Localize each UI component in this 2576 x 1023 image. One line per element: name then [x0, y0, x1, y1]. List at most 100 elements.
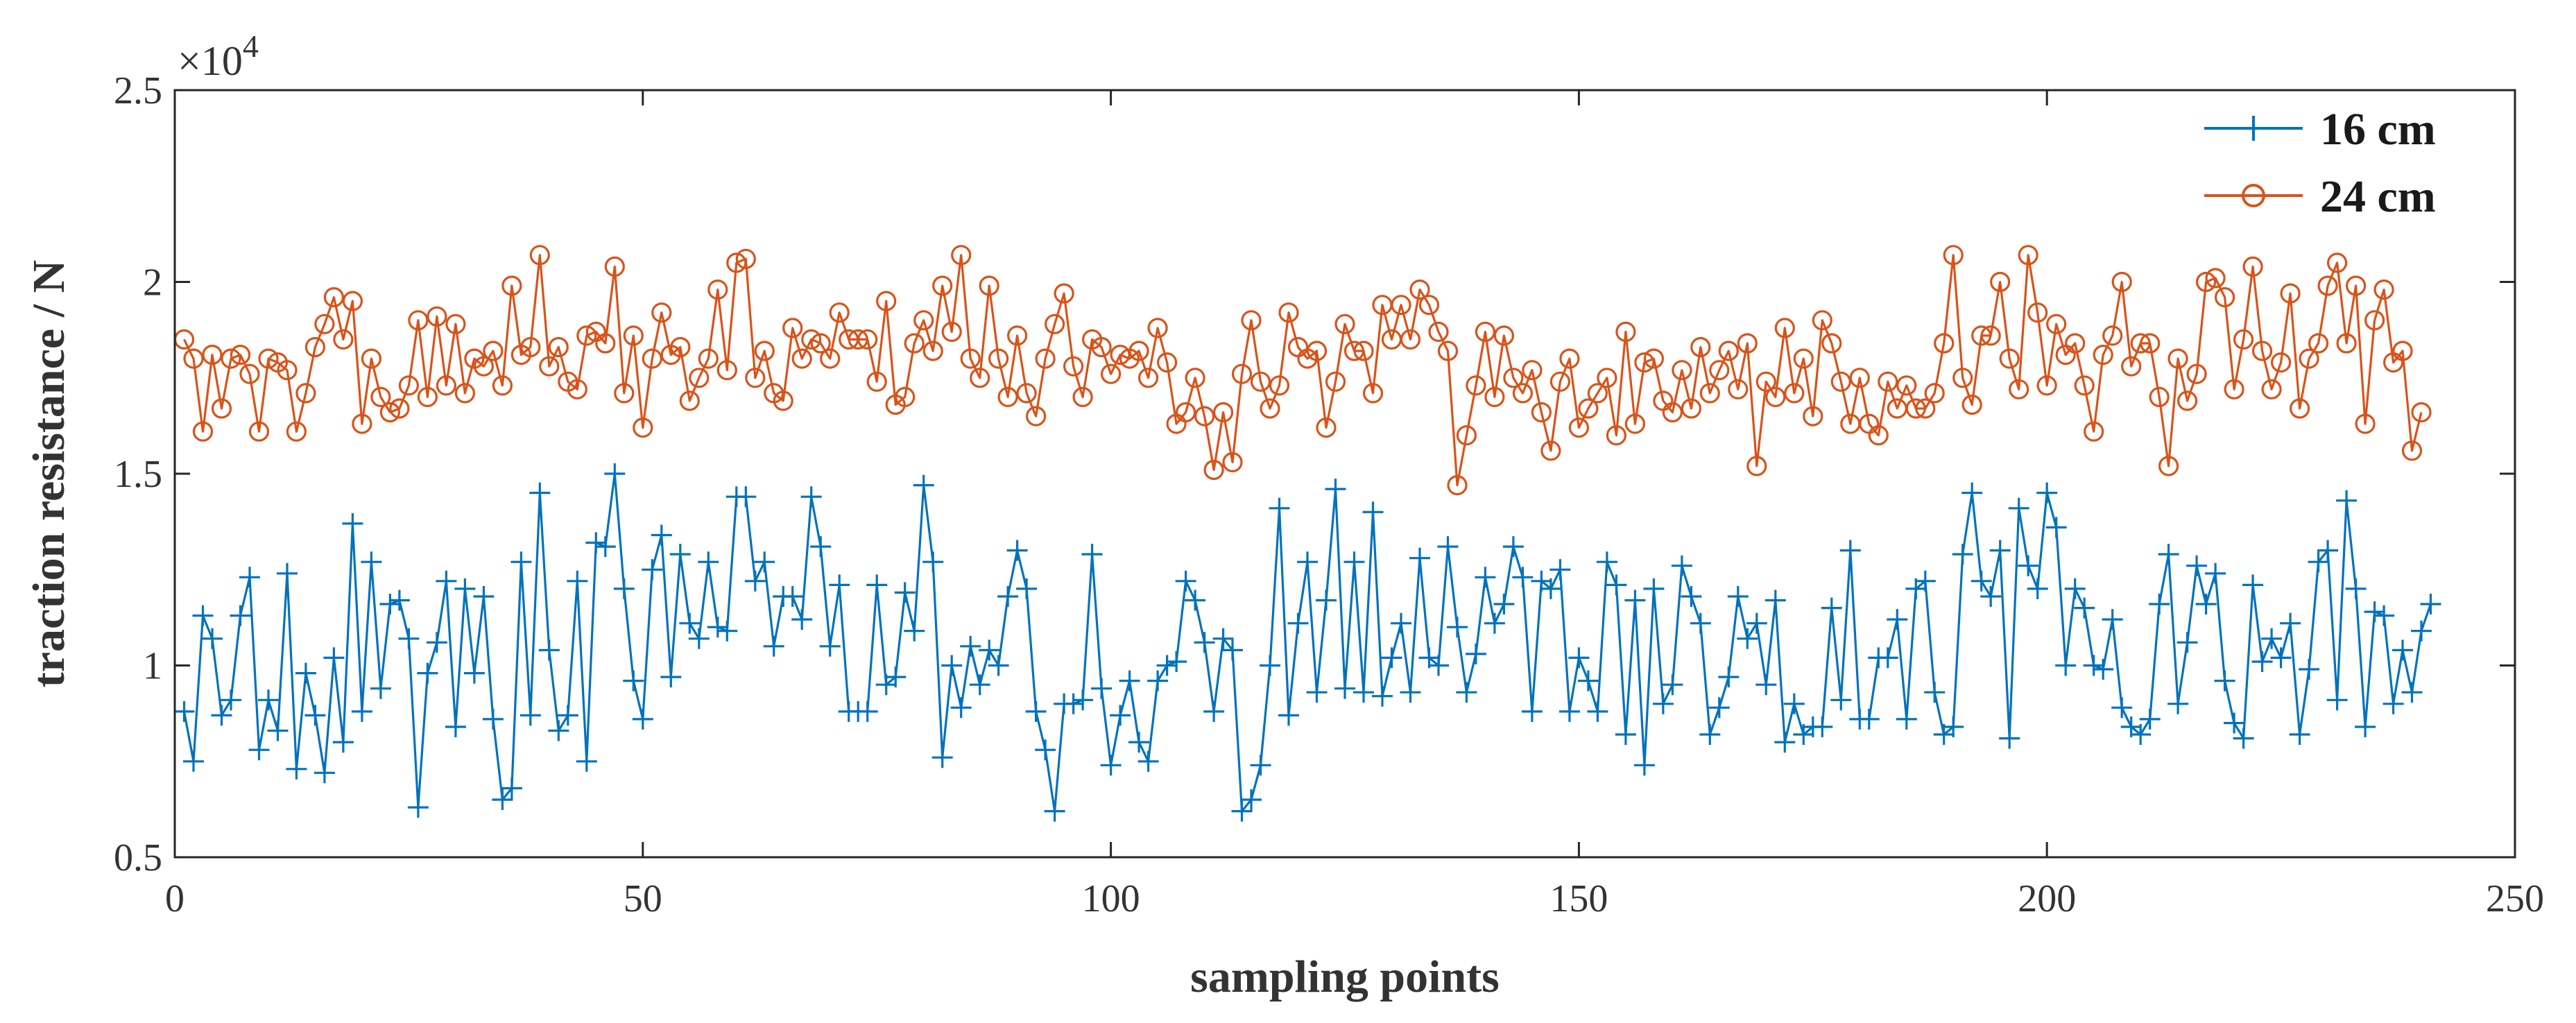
- data-point-16cm: [1166, 651, 1187, 672]
- data-point-16cm: [538, 639, 560, 661]
- data-point-24cm: [1878, 371, 1898, 392]
- data-point-16cm: [332, 732, 354, 753]
- data-point-16cm: [1737, 628, 1758, 649]
- data-point-16cm: [1896, 708, 1917, 730]
- data-point-16cm: [1502, 536, 1524, 558]
- data-point-24cm: [2130, 333, 2151, 354]
- data-point-16cm: [763, 635, 784, 657]
- data-point-16cm: [623, 670, 644, 691]
- data-point-24cm: [1269, 375, 1290, 396]
- data-point-16cm: [1764, 590, 1786, 611]
- data-point-24cm: [2373, 280, 2394, 300]
- data-point-16cm: [1708, 697, 1730, 719]
- data-point-24cm: [1990, 271, 2011, 293]
- data-point-24cm: [1643, 348, 1664, 369]
- data-point-16cm: [1643, 578, 1665, 599]
- data-point-16cm: [239, 567, 260, 588]
- data-point-16cm: [2205, 562, 2226, 584]
- data-point-16cm: [2382, 693, 2404, 714]
- data-point-24cm: [473, 356, 495, 377]
- data-point-24cm: [2084, 421, 2104, 442]
- data-point-24cm: [1624, 413, 1645, 434]
- data-point-16cm: [2018, 555, 2039, 576]
- data-point-24cm: [1662, 402, 1683, 423]
- data-point-24cm: [1278, 302, 1299, 323]
- data-point-24cm: [997, 386, 1018, 408]
- data-point-24cm: [1952, 368, 1973, 388]
- data-point-16cm: [1334, 678, 1355, 699]
- data-point-16cm: [2111, 697, 2133, 719]
- data-point-16cm: [1343, 551, 1365, 573]
- data-point-24cm: [539, 356, 560, 377]
- data-point-24cm: [1185, 368, 1205, 388]
- data-point-24cm: [960, 348, 981, 369]
- data-point-16cm: [370, 678, 391, 699]
- data-point-16cm: [585, 532, 607, 553]
- data-point-24cm: [716, 360, 737, 381]
- data-point-24cm: [1362, 383, 1384, 404]
- data-point-24cm: [277, 360, 298, 381]
- data-point-24cm: [1475, 321, 1495, 342]
- data-point-16cm: [2214, 670, 2235, 691]
- data-point-16cm: [1475, 567, 1496, 588]
- data-point-16cm: [445, 716, 466, 737]
- data-point-16cm: [698, 551, 719, 573]
- data-point-16cm: [482, 708, 504, 730]
- data-point-24cm: [801, 329, 822, 350]
- data-point-16cm: [941, 655, 963, 676]
- data-point-24cm: [567, 379, 587, 399]
- data-point-16cm: [2270, 647, 2292, 669]
- data-point-16cm: [2411, 620, 2432, 642]
- data-point-16cm: [988, 655, 1009, 676]
- data-point-24cm: [1971, 325, 1992, 346]
- data-point-16cm: [1858, 708, 1880, 730]
- data-point-24cm: [389, 398, 410, 419]
- data-point-16cm: [1652, 693, 1674, 714]
- data-point-16cm: [1372, 685, 1393, 707]
- data-point-16cm: [501, 777, 522, 799]
- data-point-24cm: [2317, 275, 2338, 296]
- data-point-24cm: [1063, 356, 1084, 377]
- data-point-16cm: [707, 617, 728, 638]
- data-point-16cm: [295, 662, 316, 684]
- data-point-16cm: [594, 536, 616, 558]
- data-point-24cm: [1578, 398, 1599, 419]
- series-layer: [173, 245, 2441, 822]
- data-point-24cm: [1587, 383, 1608, 404]
- data-point-16cm: [1353, 682, 1374, 703]
- data-point-24cm: [970, 368, 990, 388]
- data-point-16cm: [950, 697, 972, 719]
- data-point-16cm: [2055, 655, 2077, 676]
- data-point-16cm: [1428, 655, 1449, 676]
- data-point-24cm: [829, 302, 850, 323]
- data-point-24cm: [595, 333, 616, 354]
- data-point-16cm: [1521, 700, 1543, 722]
- data-point-16cm: [651, 524, 672, 546]
- data-point-24cm: [1503, 368, 1524, 388]
- data-point-24cm: [2065, 333, 2086, 354]
- data-point-16cm: [463, 662, 485, 684]
- data-point-16cm: [1989, 540, 2011, 561]
- data-point-24cm: [333, 329, 354, 350]
- data-point-24cm: [314, 313, 335, 334]
- data-point-24cm: [782, 318, 803, 338]
- data-point-24cm: [1980, 325, 2001, 346]
- data-point-24cm: [258, 348, 279, 369]
- data-point-24cm: [651, 302, 672, 323]
- data-point-16cm: [1269, 497, 1290, 519]
- legend-marker-24cm: [2242, 184, 2265, 207]
- data-point-24cm: [1128, 341, 1149, 361]
- data-point-16cm: [1203, 700, 1225, 722]
- data-point-16cm: [1175, 570, 1196, 592]
- data-point-16cm: [277, 562, 298, 584]
- data-point-24cm: [1681, 398, 1701, 419]
- data-point-24cm: [548, 336, 569, 358]
- data-point-16cm: [1100, 755, 1122, 776]
- data-point-16cm: [1325, 479, 1346, 500]
- data-point-16cm: [997, 586, 1019, 607]
- data-point-16cm: [969, 674, 990, 696]
- data-point-24cm: [2299, 348, 2319, 369]
- data-point-24cm: [1316, 417, 1337, 438]
- data-point-24cm: [2102, 325, 2123, 346]
- data-point-16cm: [2036, 482, 2058, 504]
